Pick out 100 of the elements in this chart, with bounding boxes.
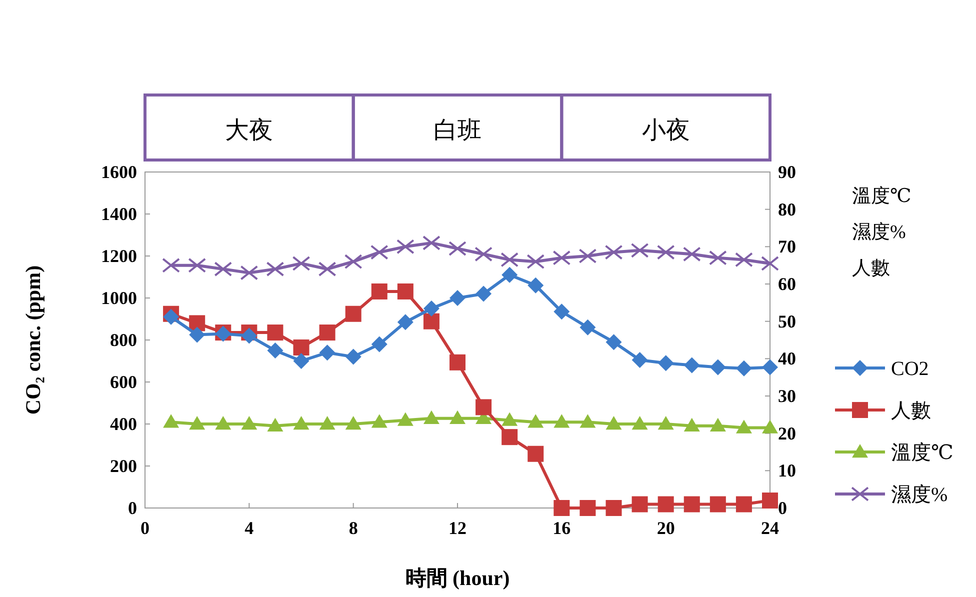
point	[189, 416, 206, 430]
point	[552, 250, 571, 266]
point	[580, 500, 596, 516]
point	[450, 410, 466, 424]
y-axis-title: CO₂ conc. (ppm)	[21, 265, 45, 415]
point	[606, 500, 622, 516]
point	[630, 243, 649, 258]
point	[188, 258, 206, 273]
point	[215, 416, 232, 430]
point	[632, 416, 648, 430]
point	[710, 418, 726, 432]
x-tick-label: 0	[140, 518, 150, 538]
y-tick-label: 400	[110, 414, 137, 434]
point	[684, 496, 700, 512]
point	[319, 344, 336, 361]
x-tick-label: 12	[448, 518, 466, 538]
point	[397, 314, 414, 330]
point	[500, 252, 519, 268]
y2-tick-label: 40	[778, 348, 796, 369]
point	[423, 313, 440, 330]
y2-tick-label: 20	[778, 423, 796, 444]
point	[578, 248, 597, 264]
point	[267, 342, 284, 358]
point	[240, 265, 258, 280]
point	[632, 352, 648, 368]
point	[293, 416, 310, 430]
point	[345, 416, 362, 430]
x-tick-label: 8	[348, 518, 358, 538]
point	[371, 283, 388, 300]
x-tick-label: 24	[761, 518, 779, 538]
point	[528, 277, 544, 294]
point	[370, 244, 388, 260]
y2-tick-label: 0	[778, 498, 787, 518]
point	[502, 429, 518, 446]
y2-tick-label: 30	[778, 386, 796, 406]
point	[762, 492, 778, 509]
x-tick-label: 4	[244, 518, 254, 538]
point	[684, 418, 700, 432]
point	[762, 420, 778, 434]
y-tick-label: 1600	[101, 162, 137, 182]
point	[319, 324, 336, 341]
x-tick-label: 20	[656, 518, 675, 538]
point	[292, 256, 310, 271]
point	[580, 414, 596, 428]
point	[684, 357, 700, 374]
point	[604, 244, 623, 260]
point	[554, 500, 570, 516]
point	[189, 326, 206, 343]
point	[554, 304, 570, 320]
point	[682, 246, 701, 262]
point	[528, 446, 544, 462]
point	[710, 359, 726, 376]
point	[658, 355, 674, 372]
point	[502, 412, 518, 426]
legend-label: CO2	[891, 358, 929, 380]
y2-tick-label: 80	[778, 199, 796, 220]
point	[656, 244, 675, 260]
point	[736, 360, 752, 376]
point	[344, 254, 362, 269]
point	[397, 412, 414, 426]
point	[606, 416, 622, 430]
point	[422, 236, 440, 250]
y2label: 溫度℃ 濕度% 人數	[852, 186, 912, 279]
point	[266, 262, 284, 276]
point	[163, 308, 180, 325]
point	[293, 353, 310, 369]
point	[267, 324, 284, 341]
point	[761, 256, 779, 271]
point	[267, 418, 284, 432]
y-tick-label: 200	[110, 456, 137, 476]
y2-tick-label: 10	[778, 460, 796, 481]
y-tick-label: 0	[128, 498, 137, 518]
y2-tick-label: 50	[778, 311, 796, 332]
point	[293, 339, 310, 356]
y2-tick-label: 60	[778, 274, 796, 294]
y-tick-label: 1000	[101, 288, 137, 308]
point	[448, 241, 466, 256]
point	[736, 420, 752, 434]
shift-box: 小夜	[560, 94, 772, 162]
legend-label: 濕度%	[891, 484, 948, 506]
point	[658, 496, 674, 512]
point	[528, 414, 544, 428]
point	[163, 414, 180, 428]
point	[423, 300, 440, 316]
point	[319, 416, 336, 430]
point	[502, 266, 518, 283]
point	[396, 239, 414, 254]
y2-tick-label: 70	[778, 236, 796, 257]
point	[736, 496, 752, 512]
x-tick-label: 16	[552, 518, 571, 538]
point	[371, 414, 388, 428]
point	[708, 250, 727, 266]
point	[476, 399, 492, 416]
point	[318, 262, 336, 276]
point	[241, 416, 258, 430]
legend-label: 溫度℃	[891, 442, 954, 464]
point	[734, 252, 753, 268]
point	[658, 416, 674, 430]
point	[162, 258, 180, 273]
point	[632, 496, 648, 512]
